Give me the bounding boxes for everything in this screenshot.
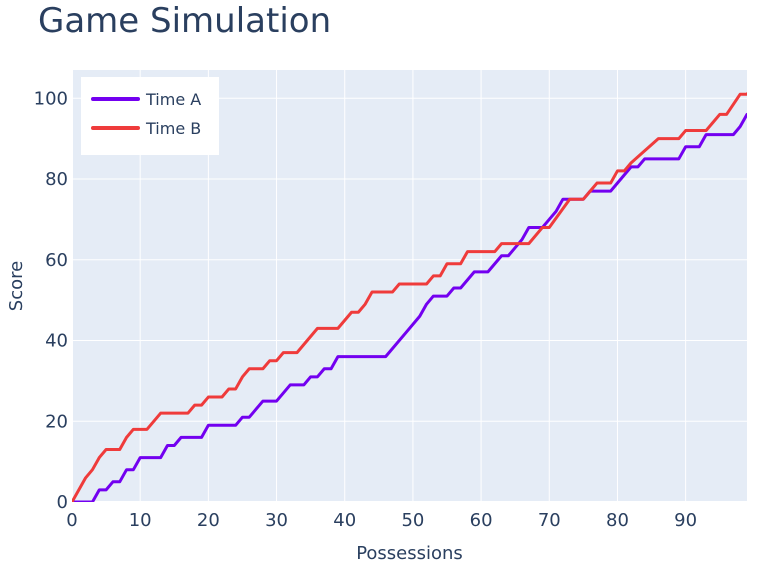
- x-tick-label: 60: [470, 510, 493, 531]
- legend-label-time-b: Time B: [145, 119, 201, 138]
- x-tick-label: 70: [538, 510, 561, 531]
- x-tick-label: 10: [129, 510, 152, 531]
- x-tick-label: 30: [265, 510, 288, 531]
- y-tick-label: 100: [34, 88, 68, 109]
- y-tick-label: 80: [45, 169, 68, 190]
- legend-box: [81, 77, 219, 155]
- tick-layer: 0 10 20 30 40 50 60 70 80 90 0 20 40 60 80 100: [34, 88, 697, 531]
- series-line-time-a: [72, 112, 747, 502]
- y-tick-label: 40: [45, 331, 68, 352]
- x-tick-label: 40: [333, 510, 356, 531]
- x-tick-label: 20: [197, 510, 220, 531]
- x-tick-label: 90: [674, 510, 697, 531]
- x-tick-label: 50: [401, 510, 424, 531]
- x-tick-label: 0: [66, 510, 77, 531]
- y-tick-label: 20: [45, 411, 68, 432]
- x-tick-label: 80: [606, 510, 629, 531]
- x-axis-title: Possessions: [356, 543, 463, 564]
- legend-label-time-a: Time A: [145, 90, 201, 109]
- series-layer: [72, 91, 747, 502]
- series-line-time-b: [72, 91, 747, 502]
- grid-layer: [71, 70, 747, 503]
- y-tick-label: 60: [45, 250, 68, 271]
- y-axis-title: Score: [6, 261, 27, 311]
- y-tick-label: 0: [57, 492, 68, 513]
- chart-title: Game Simulation: [38, 1, 331, 41]
- legend: Time A Time B: [81, 77, 219, 155]
